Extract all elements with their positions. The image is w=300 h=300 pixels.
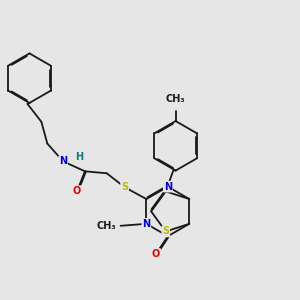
Text: CH₃: CH₃ xyxy=(166,94,185,104)
Text: S: S xyxy=(162,226,169,236)
Text: N: N xyxy=(142,219,150,229)
Text: H: H xyxy=(75,152,83,162)
Text: O: O xyxy=(152,249,160,259)
Text: S: S xyxy=(121,182,128,192)
Text: N: N xyxy=(164,182,172,192)
Text: N: N xyxy=(59,156,67,167)
Text: CH₃: CH₃ xyxy=(96,221,116,231)
Text: O: O xyxy=(73,186,81,196)
